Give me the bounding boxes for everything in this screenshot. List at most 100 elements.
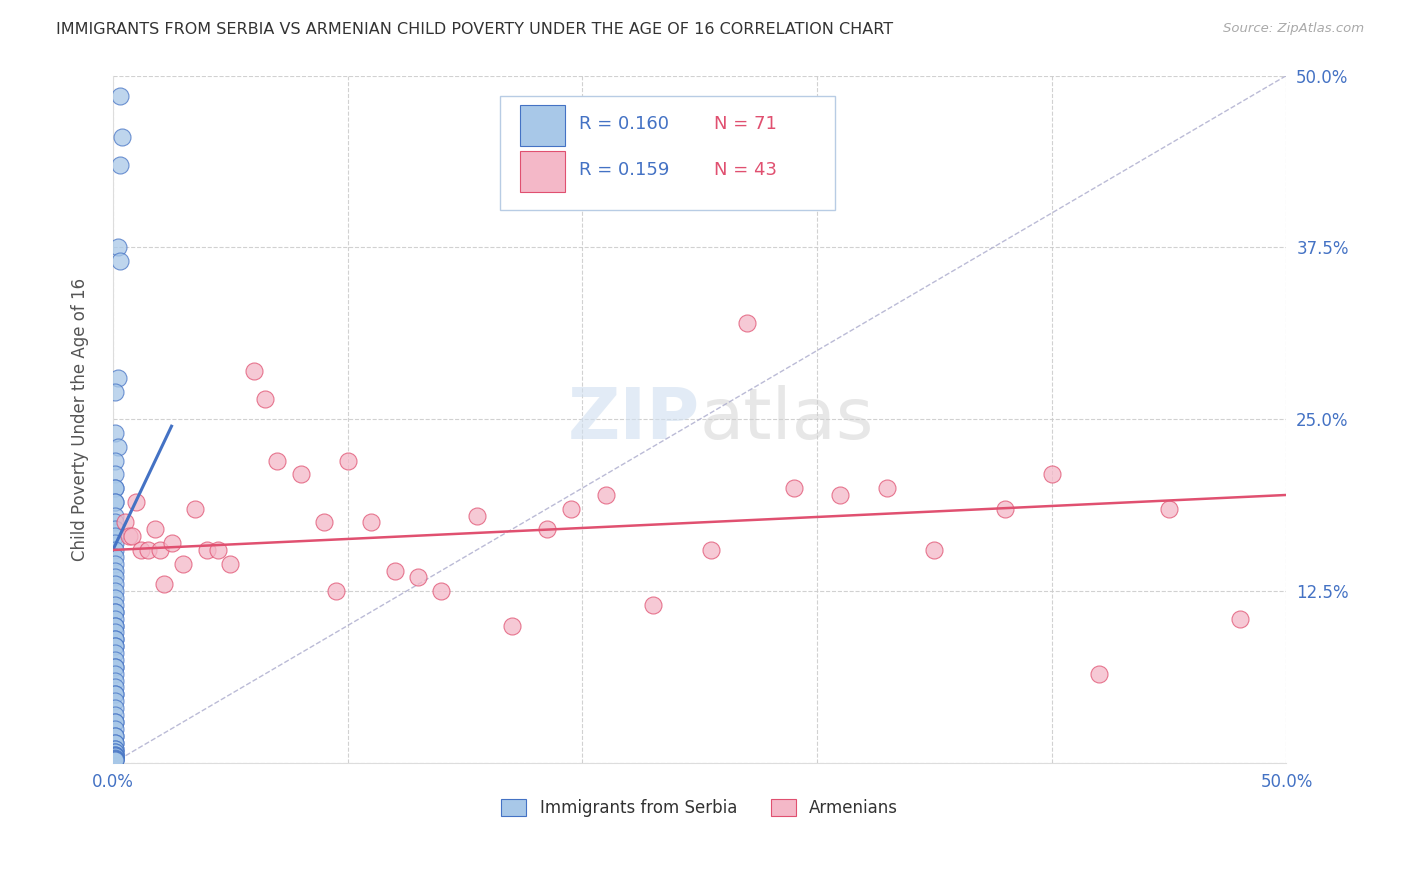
Point bbox=[149, 543, 172, 558]
Point bbox=[129, 543, 152, 558]
Point bbox=[430, 584, 453, 599]
Point bbox=[700, 543, 723, 558]
Text: R = 0.159: R = 0.159 bbox=[579, 161, 669, 179]
Point bbox=[104, 752, 127, 766]
Point bbox=[924, 543, 946, 558]
Point bbox=[104, 577, 127, 591]
Point bbox=[104, 660, 127, 674]
Point bbox=[782, 481, 804, 495]
Point bbox=[465, 508, 488, 523]
Point bbox=[104, 481, 127, 495]
Point bbox=[104, 495, 127, 509]
Point bbox=[536, 522, 558, 536]
Point bbox=[994, 501, 1017, 516]
Point bbox=[118, 529, 141, 543]
Point bbox=[1040, 467, 1063, 482]
Point bbox=[104, 701, 127, 715]
Text: N = 71: N = 71 bbox=[714, 115, 776, 133]
Point bbox=[314, 516, 336, 530]
Point bbox=[325, 584, 347, 599]
Point bbox=[104, 564, 127, 578]
Point bbox=[104, 618, 127, 632]
Point bbox=[104, 687, 127, 701]
Point bbox=[104, 508, 127, 523]
Point bbox=[104, 467, 127, 482]
Point bbox=[104, 681, 127, 695]
Point bbox=[104, 639, 127, 653]
Point bbox=[104, 557, 127, 571]
Point bbox=[104, 549, 127, 564]
Point bbox=[104, 742, 127, 756]
Point bbox=[830, 488, 852, 502]
Point bbox=[107, 240, 129, 254]
Point bbox=[219, 557, 242, 571]
Point bbox=[104, 742, 127, 756]
Point bbox=[104, 666, 127, 681]
Point bbox=[104, 687, 127, 701]
Point bbox=[104, 516, 127, 530]
Point bbox=[104, 747, 127, 762]
Point bbox=[290, 467, 312, 482]
Point bbox=[104, 714, 127, 729]
Point bbox=[104, 426, 127, 441]
FancyBboxPatch shape bbox=[501, 96, 835, 210]
Point bbox=[111, 130, 134, 145]
Point bbox=[136, 543, 159, 558]
Text: atlas: atlas bbox=[700, 384, 875, 454]
Point bbox=[104, 747, 127, 762]
Point bbox=[184, 501, 207, 516]
Point bbox=[1087, 666, 1109, 681]
Legend: Immigrants from Serbia, Armenians: Immigrants from Serbia, Armenians bbox=[495, 792, 904, 823]
Point bbox=[104, 453, 127, 467]
Point bbox=[195, 543, 218, 558]
Point bbox=[1159, 501, 1181, 516]
Point bbox=[160, 536, 183, 550]
Point bbox=[104, 660, 127, 674]
Point bbox=[104, 708, 127, 723]
Point bbox=[104, 543, 127, 558]
Point bbox=[406, 570, 429, 584]
Point bbox=[242, 364, 264, 378]
Point bbox=[108, 158, 131, 172]
Point bbox=[104, 745, 127, 759]
Point bbox=[104, 752, 127, 766]
FancyBboxPatch shape bbox=[520, 151, 565, 193]
Point bbox=[104, 481, 127, 495]
Point bbox=[104, 735, 127, 749]
Point bbox=[104, 591, 127, 606]
Point bbox=[595, 488, 617, 502]
Point bbox=[107, 440, 129, 454]
Point bbox=[336, 453, 359, 467]
Point bbox=[104, 625, 127, 640]
Text: ZIP: ZIP bbox=[568, 384, 700, 454]
Text: Source: ZipAtlas.com: Source: ZipAtlas.com bbox=[1223, 22, 1364, 36]
Point bbox=[104, 673, 127, 688]
Point bbox=[104, 745, 127, 759]
Y-axis label: Child Poverty Under the Age of 16: Child Poverty Under the Age of 16 bbox=[72, 277, 89, 561]
Point bbox=[143, 522, 166, 536]
Point bbox=[104, 536, 127, 550]
Point bbox=[108, 89, 131, 103]
Point bbox=[104, 522, 127, 536]
Point bbox=[876, 481, 898, 495]
Point bbox=[207, 543, 229, 558]
Point bbox=[254, 392, 277, 406]
Point bbox=[104, 729, 127, 743]
Text: IMMIGRANTS FROM SERBIA VS ARMENIAN CHILD POVERTY UNDER THE AGE OF 16 CORRELATION: IMMIGRANTS FROM SERBIA VS ARMENIAN CHILD… bbox=[56, 22, 893, 37]
Point bbox=[104, 653, 127, 667]
Text: N = 43: N = 43 bbox=[714, 161, 776, 179]
Point bbox=[360, 516, 382, 530]
Point bbox=[384, 564, 406, 578]
Point bbox=[172, 557, 194, 571]
Point bbox=[560, 501, 582, 516]
Point bbox=[114, 516, 136, 530]
Point bbox=[104, 384, 127, 399]
Point bbox=[735, 316, 758, 330]
Point bbox=[104, 495, 127, 509]
Point bbox=[104, 618, 127, 632]
Point bbox=[107, 371, 129, 385]
Point bbox=[104, 584, 127, 599]
Point bbox=[104, 750, 127, 764]
Point bbox=[104, 529, 127, 543]
Point bbox=[104, 639, 127, 653]
